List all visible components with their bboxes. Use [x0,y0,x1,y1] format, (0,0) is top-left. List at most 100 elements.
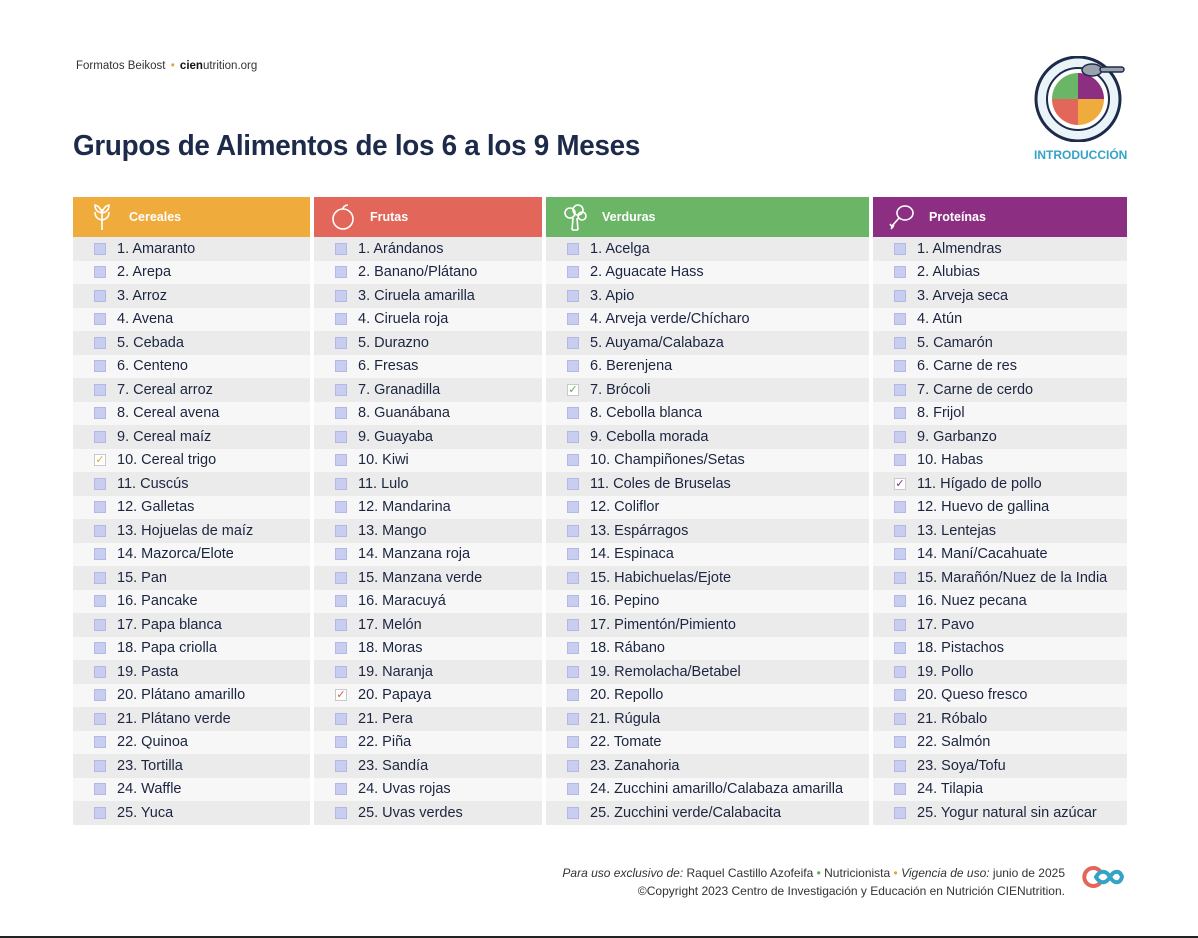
checkbox[interactable] [335,336,347,349]
checkbox[interactable] [567,266,579,279]
checkbox[interactable] [567,712,579,725]
checkbox[interactable] [335,665,347,678]
checkbox[interactable] [567,336,579,349]
checkbox[interactable] [94,407,106,420]
checkbox[interactable] [894,618,906,631]
checkbox[interactable] [94,712,106,725]
checkbox[interactable] [94,289,106,302]
checkbox[interactable] [894,524,906,537]
checkbox[interactable] [567,783,579,796]
checkbox[interactable] [567,689,579,702]
checkbox[interactable] [335,454,347,467]
checkbox[interactable] [567,501,579,514]
checkbox[interactable] [335,383,347,396]
checkbox[interactable] [894,501,906,514]
checkbox[interactable] [94,571,106,584]
checkbox[interactable] [94,430,106,443]
checkbox[interactable] [567,642,579,655]
checkbox[interactable] [567,806,579,819]
checkbox[interactable] [94,759,106,772]
checkbox[interactable] [335,571,347,584]
checkbox[interactable] [567,407,579,420]
checkbox[interactable] [894,360,906,373]
checkbox[interactable] [94,548,106,561]
checkbox[interactable] [567,524,579,537]
checkbox[interactable] [567,430,579,443]
checkbox[interactable] [894,266,906,279]
checkbox[interactable] [94,595,106,608]
checkbox[interactable] [894,595,906,608]
checkbox[interactable] [94,783,106,796]
checkbox[interactable] [894,430,906,443]
checkbox[interactable] [94,524,106,537]
checkbox[interactable] [94,618,106,631]
checkbox[interactable] [567,360,579,373]
checkbox[interactable] [335,548,347,561]
checkbox[interactable] [567,665,579,678]
checkbox[interactable] [335,477,347,490]
checkbox[interactable] [567,759,579,772]
checkbox[interactable] [94,477,106,490]
checkbox[interactable] [894,571,906,584]
checkbox[interactable] [567,548,579,561]
checkbox-checked[interactable]: ✓ [567,383,579,396]
checkbox-checked[interactable]: ✓ [335,689,347,702]
checkbox[interactable] [94,242,106,255]
checkbox[interactable] [894,407,906,420]
checkbox[interactable] [94,266,106,279]
checkbox[interactable] [335,712,347,725]
checkbox[interactable] [894,336,906,349]
checkbox[interactable] [894,759,906,772]
checkbox[interactable] [94,665,106,678]
checkbox[interactable] [335,783,347,796]
checkbox[interactable] [567,289,579,302]
checkbox[interactable] [335,407,347,420]
checkbox[interactable] [335,759,347,772]
checkbox[interactable] [894,642,906,655]
checkbox[interactable] [94,313,106,326]
checkbox[interactable] [335,595,347,608]
checkbox[interactable] [335,430,347,443]
checkbox[interactable] [94,501,106,514]
checkbox[interactable] [567,736,579,749]
checkbox[interactable] [94,642,106,655]
checkbox[interactable] [567,477,579,490]
checkbox[interactable] [567,595,579,608]
checkbox[interactable] [335,289,347,302]
checkbox[interactable] [894,806,906,819]
checkbox[interactable] [567,313,579,326]
checkbox[interactable] [894,289,906,302]
checkbox[interactable] [335,642,347,655]
checkbox[interactable] [894,665,906,678]
checkbox[interactable] [94,336,106,349]
checkbox[interactable] [335,360,347,373]
checkbox[interactable] [894,736,906,749]
checkbox[interactable] [894,548,906,561]
checkbox[interactable] [567,242,579,255]
checkbox[interactable] [894,689,906,702]
checkbox[interactable] [894,783,906,796]
checkbox[interactable] [894,242,906,255]
checkbox[interactable] [94,806,106,819]
checkbox[interactable] [894,383,906,396]
checkbox[interactable] [894,712,906,725]
checkbox[interactable] [894,454,906,467]
checkbox[interactable] [335,736,347,749]
checkbox-checked[interactable]: ✓ [94,454,106,467]
checkbox[interactable] [94,689,106,702]
checkbox[interactable] [94,360,106,373]
checkbox[interactable] [335,313,347,326]
checkbox[interactable] [567,454,579,467]
checkbox[interactable] [335,501,347,514]
checkbox[interactable] [335,806,347,819]
checkbox-checked[interactable]: ✓ [894,477,906,490]
checkbox[interactable] [567,618,579,631]
checkbox[interactable] [94,383,106,396]
checkbox[interactable] [567,571,579,584]
checkbox[interactable] [335,266,347,279]
checkbox[interactable] [894,313,906,326]
checkbox[interactable] [94,736,106,749]
checkbox[interactable] [335,242,347,255]
checkbox[interactable] [335,524,347,537]
checkbox[interactable] [335,618,347,631]
